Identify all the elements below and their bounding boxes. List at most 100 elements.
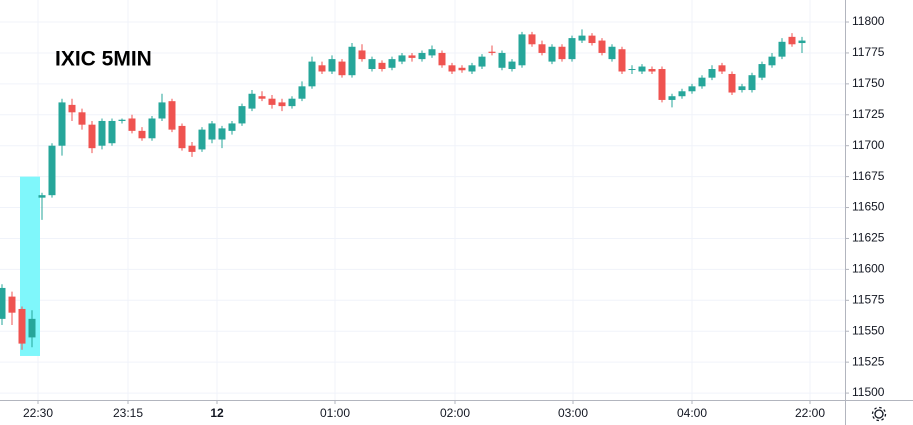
y-tick-label: 11575 <box>852 292 885 306</box>
candle-body <box>378 62 386 70</box>
x-tick-label: 12 <box>210 406 224 420</box>
candle-body <box>278 102 286 107</box>
y-tick-label: 11750 <box>852 76 885 90</box>
candle-body <box>338 61 346 76</box>
x-tick-label: 03:00 <box>558 406 588 420</box>
candle-body <box>258 96 266 99</box>
candle-body <box>298 86 306 99</box>
candle-body <box>198 129 206 150</box>
candle-body <box>18 308 26 344</box>
candle-body <box>248 93 256 109</box>
candle-body <box>98 120 106 146</box>
x-tick-label: 04:00 <box>677 406 707 420</box>
candle-body <box>708 69 716 78</box>
candle-body <box>538 44 546 53</box>
candle-body <box>68 104 76 113</box>
candle-body <box>678 91 686 97</box>
candle-body <box>368 59 376 70</box>
y-tick-label: 11650 <box>852 200 885 214</box>
candle-body <box>758 64 766 78</box>
candle-body <box>358 50 366 60</box>
candle-body <box>48 145 56 196</box>
candle-body <box>598 40 606 53</box>
candle-body <box>618 49 626 72</box>
marks <box>0 29 806 356</box>
candle-body <box>658 69 666 100</box>
candle-body <box>8 296 16 313</box>
candle-body <box>238 106 246 124</box>
candle-body <box>778 41 786 57</box>
candle-body <box>688 86 696 92</box>
candle-body <box>108 120 116 144</box>
y-tick-label: 11775 <box>852 45 885 59</box>
candle-body <box>438 52 446 66</box>
x-tick-label: 01:00 <box>320 406 350 420</box>
candle-body <box>668 96 676 100</box>
candle-body <box>288 98 296 107</box>
candle-body <box>268 98 276 105</box>
candle-body <box>348 46 356 76</box>
candle-body <box>518 34 526 66</box>
x-tick-label: 02:00 <box>440 406 470 420</box>
candle-body <box>508 61 516 70</box>
y-tick-label: 11700 <box>852 138 885 152</box>
candle-body <box>638 66 646 72</box>
candle-body <box>448 65 456 72</box>
candle-body <box>608 46 616 60</box>
candle-body <box>748 75 756 91</box>
y-tick-label: 11675 <box>852 169 885 183</box>
candle-body <box>398 55 406 62</box>
candle-body <box>728 73 736 93</box>
candle-body <box>158 102 166 119</box>
candle-body <box>648 69 656 72</box>
chart-title: IXIC 5MIN <box>55 48 152 71</box>
candle-body <box>558 46 566 60</box>
candle-body <box>308 61 316 87</box>
candle-body <box>768 56 776 66</box>
candle-body <box>408 55 416 58</box>
y-tick-label: 11550 <box>852 323 885 337</box>
y-tick-label: 11500 <box>852 385 885 399</box>
candle-body <box>208 123 216 140</box>
candle-body <box>488 51 496 53</box>
candle-body <box>58 102 66 146</box>
candle-body <box>498 52 506 68</box>
candle-body <box>318 65 326 72</box>
candle-body <box>388 59 396 68</box>
candle-body <box>178 125 186 149</box>
candle-body <box>218 128 226 140</box>
candle-body <box>568 38 576 60</box>
candle-body <box>578 35 586 41</box>
candle-body <box>428 49 436 56</box>
candle-body <box>798 40 806 44</box>
y-tick-label: 11600 <box>852 262 885 276</box>
candle-body <box>0 287 6 319</box>
y-tick-label: 11725 <box>852 107 885 121</box>
candle-body <box>138 130 146 139</box>
candle-body <box>228 123 236 131</box>
candle-body <box>88 124 96 149</box>
candle-body <box>738 86 746 91</box>
x-tick-label: 22:00 <box>795 406 825 420</box>
candle-body <box>718 65 726 72</box>
candle-body <box>588 35 596 44</box>
candle-body <box>548 46 556 62</box>
candle-body <box>788 36 796 45</box>
y-tick-label: 11625 <box>852 231 885 245</box>
candle-body <box>128 118 136 131</box>
candle-body <box>148 118 156 139</box>
candle-body <box>78 112 86 125</box>
candle-body <box>168 101 176 130</box>
candle-body <box>628 69 636 71</box>
y-tick-label: 11800 <box>852 14 885 28</box>
settings-icon[interactable] <box>871 406 887 422</box>
candle-body <box>328 59 336 72</box>
x-tick-label: 22:30 <box>23 406 53 420</box>
candle-body <box>468 65 476 72</box>
candle-body <box>698 77 706 87</box>
x-tick-label: 23:15 <box>113 406 143 420</box>
candle-body <box>478 56 486 67</box>
candle-body <box>418 52 426 60</box>
